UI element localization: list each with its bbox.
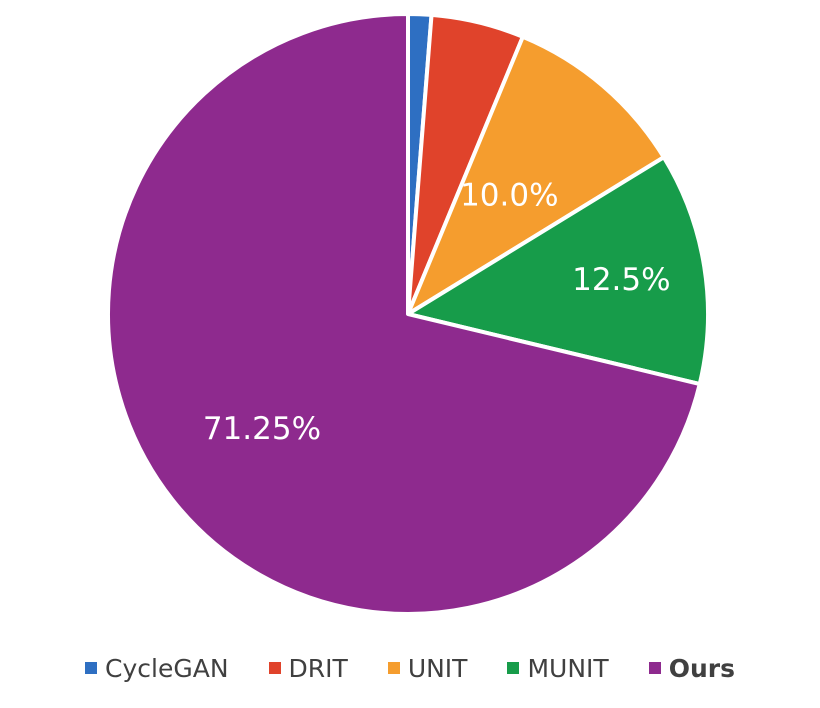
legend-item-munit: MUNIT	[507, 653, 609, 683]
legend-swatch	[268, 662, 281, 674]
legend-label: Ours	[668, 653, 735, 683]
legend-item-cyclegan: CycleGAN	[85, 654, 229, 683]
legend-label: CycleGAN	[105, 653, 229, 683]
data-label-munit: 12.5%	[572, 262, 670, 298]
data-label-unit: 10.0%	[460, 177, 558, 213]
legend-swatch	[648, 662, 661, 674]
legend-label: UNIT	[407, 653, 468, 683]
legend-item-ours: Ours	[648, 653, 735, 683]
legend-label: DRIT	[288, 653, 348, 683]
legend-swatch	[85, 662, 98, 674]
pie-data-labels: 10.0% 12.5% 71.25%	[203, 177, 671, 447]
chart-legend: CycleGAN DRIT UNIT MUNIT Ours	[0, 648, 820, 688]
legend-swatch	[507, 662, 520, 674]
data-label-ours: 71.25%	[203, 411, 321, 447]
pie-slices	[106, 12, 710, 616]
legend-label: MUNIT	[527, 653, 609, 683]
pie-slice-unit	[406, 34, 666, 316]
pie-slice-munit	[406, 155, 710, 387]
legend-item-unit: UNIT	[387, 653, 468, 683]
legend-swatch	[387, 662, 400, 674]
pie-slice-ours	[106, 12, 702, 616]
legend-item-drit: DRIT	[268, 653, 348, 683]
pie-chart: 10.0% 12.5% 71.25%	[106, 12, 710, 616]
